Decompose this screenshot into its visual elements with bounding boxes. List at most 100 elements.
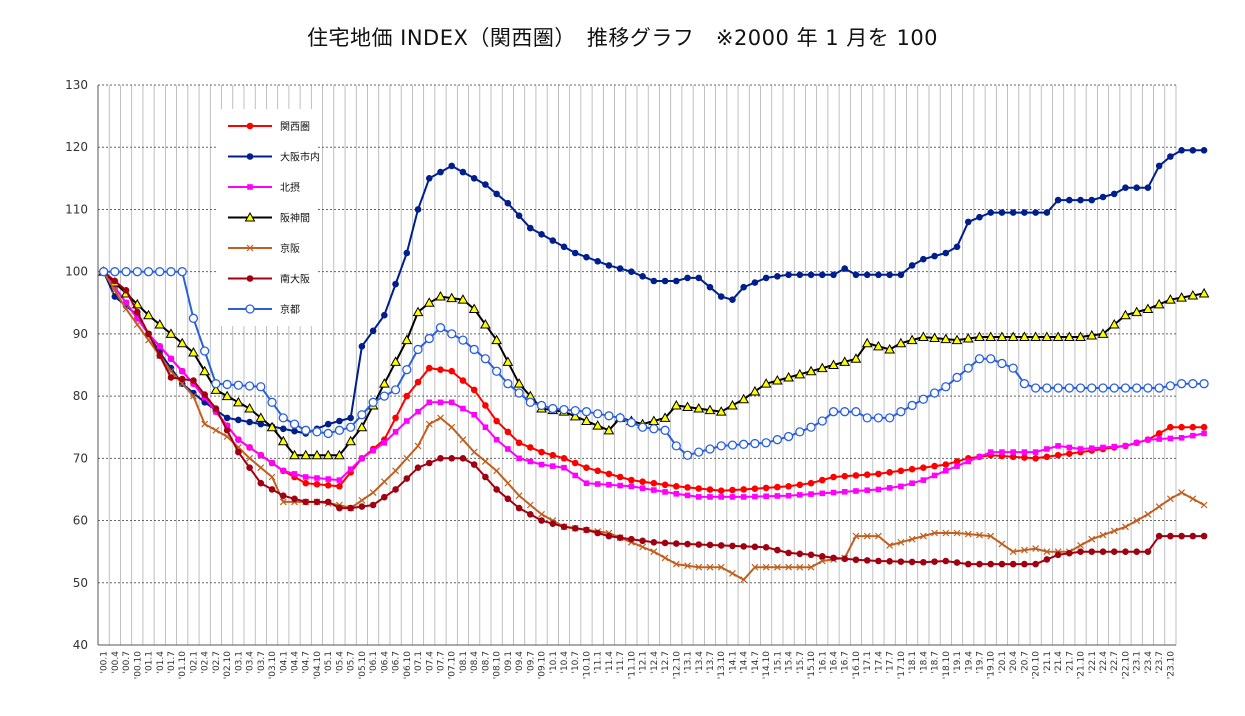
data-point — [1009, 453, 1017, 461]
data-point — [369, 501, 377, 509]
y-tick-label: 50 — [73, 576, 88, 590]
data-point — [693, 403, 705, 413]
x-tick-label: '13.4 — [695, 651, 705, 674]
data-point — [324, 420, 332, 428]
data-point — [1188, 379, 1198, 389]
data-point — [212, 405, 220, 412]
data-point — [583, 464, 590, 471]
data-point — [1189, 495, 1197, 503]
data-point — [1066, 444, 1073, 451]
data-point — [952, 372, 962, 383]
data-point — [841, 265, 849, 272]
data-point — [1043, 548, 1051, 556]
data-point — [257, 420, 265, 428]
data-point — [437, 168, 444, 176]
data-point — [1075, 383, 1086, 393]
data-point — [920, 464, 927, 471]
data-point — [1053, 383, 1063, 393]
x-tick-label: '14.7 — [751, 651, 761, 674]
data-point — [1019, 331, 1030, 341]
data-point — [560, 243, 568, 251]
legend-swatch-marker — [246, 122, 254, 130]
data-point — [717, 563, 725, 571]
data-point — [167, 374, 175, 381]
data-point — [751, 543, 759, 551]
data-point — [1144, 184, 1152, 191]
data-point — [750, 438, 760, 449]
data-point — [548, 403, 558, 414]
data-point — [267, 397, 277, 407]
data-point — [334, 449, 345, 460]
data-point — [291, 471, 298, 477]
data-point — [269, 460, 275, 466]
data-point — [1030, 331, 1041, 341]
data-point — [448, 399, 455, 406]
data-point — [603, 424, 615, 435]
legend-swatch-marker — [246, 275, 254, 282]
data-point — [403, 392, 411, 400]
data-point — [569, 410, 581, 421]
data-point — [392, 429, 399, 435]
x-tick-label: '00.10 — [133, 651, 143, 680]
data-point — [1086, 329, 1098, 340]
data-point — [740, 576, 748, 584]
data-point — [1077, 548, 1084, 555]
data-point — [201, 420, 209, 428]
data-point — [165, 328, 177, 338]
data-point — [571, 459, 579, 467]
data-point — [132, 267, 142, 277]
data-point — [504, 428, 512, 436]
data-point — [549, 520, 557, 527]
data-point — [380, 478, 388, 486]
x-tick-label: '23.4 — [1144, 651, 1154, 674]
data-point — [772, 375, 783, 385]
y-tick-label: 130 — [65, 78, 88, 92]
data-point — [797, 492, 803, 498]
data-point — [133, 321, 141, 328]
data-point — [649, 424, 659, 434]
x-tick-label: '07.1 — [414, 651, 424, 674]
data-point — [347, 414, 354, 422]
data-point — [628, 535, 635, 543]
data-point — [1200, 532, 1208, 540]
data-point — [358, 496, 366, 504]
data-point — [448, 162, 456, 170]
data-point — [1099, 548, 1107, 555]
data-point — [583, 480, 590, 487]
data-point — [740, 283, 747, 291]
data-point — [594, 257, 601, 265]
data-point — [650, 539, 658, 546]
data-point — [974, 331, 985, 341]
data-point — [929, 332, 940, 343]
data-point — [920, 477, 927, 483]
data-point — [233, 380, 244, 390]
x-tick-label: '22.10 — [1121, 651, 1131, 680]
data-point — [549, 463, 556, 469]
data-point — [661, 539, 669, 547]
data-point — [527, 224, 534, 232]
x-tick-label: '12.1 — [639, 651, 649, 674]
x-tick-label: '16.1 — [818, 651, 828, 674]
data-point — [1131, 306, 1143, 317]
data-point — [447, 329, 457, 339]
data-point — [336, 483, 343, 490]
data-point — [470, 175, 478, 182]
x-tick-label: '00.7 — [122, 651, 132, 674]
data-point — [1144, 548, 1152, 555]
data-point — [168, 355, 174, 362]
data-point — [280, 467, 287, 474]
data-point — [1178, 423, 1185, 431]
data-point — [471, 411, 477, 418]
data-point — [223, 414, 231, 422]
data-point — [918, 394, 928, 404]
data-point — [571, 525, 579, 532]
data-point — [515, 492, 523, 500]
data-point — [177, 267, 187, 277]
data-point — [470, 448, 478, 456]
data-point — [628, 476, 635, 484]
data-point — [943, 467, 949, 474]
data-point — [673, 277, 680, 285]
data-point — [1156, 436, 1162, 442]
data-point — [1122, 443, 1129, 449]
data-point — [830, 473, 837, 481]
